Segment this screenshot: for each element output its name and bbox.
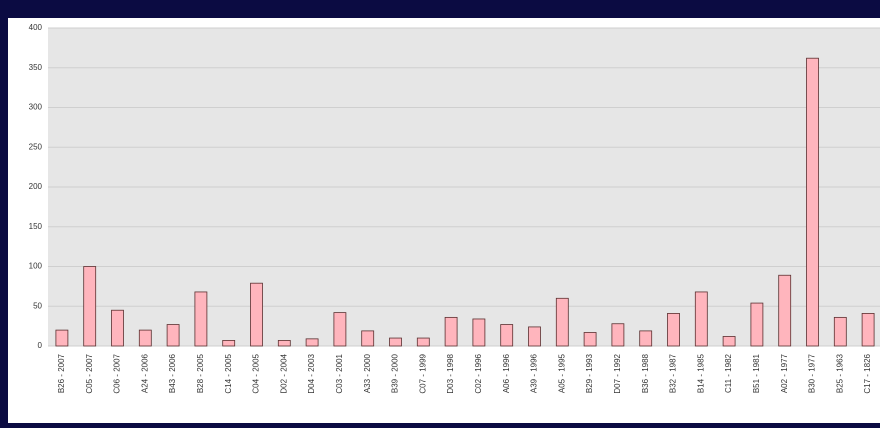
bar — [194, 291, 208, 347]
bar — [333, 312, 347, 347]
bar — [833, 316, 847, 347]
bar — [639, 330, 653, 347]
bar — [138, 329, 152, 347]
bar — [500, 324, 514, 347]
y-tick-label: 400 — [29, 23, 43, 32]
y-tick-label: 200 — [29, 182, 43, 191]
x-tick-label: C03 - 2001 — [335, 353, 344, 393]
bar — [83, 266, 97, 347]
bar — [389, 337, 402, 347]
x-tick-label: C05 - 2007 — [85, 353, 94, 393]
x-tick-label: B28 - 2005 — [196, 353, 205, 393]
y-tick-label: 250 — [29, 142, 43, 151]
x-tick-label: B29 - 1993 — [585, 353, 594, 393]
x-tick-label: A02 - 1977 — [780, 353, 789, 393]
bar — [667, 313, 680, 347]
x-tick-label: A33 - 2000 — [363, 353, 372, 393]
x-tick-label: B51 - 1981 — [752, 353, 761, 393]
bar — [778, 274, 792, 347]
y-tick-label: 300 — [29, 103, 43, 112]
x-tick-label: C14 - 2005 — [224, 353, 233, 393]
bar — [305, 338, 319, 347]
x-tick-label: B25 - 1963 — [835, 353, 844, 393]
x-tick-label: B36 - 1988 — [641, 353, 650, 393]
x-tick-label: D02 - 2004 — [279, 353, 288, 393]
y-tick-label: 0 — [38, 341, 43, 350]
bar — [694, 291, 708, 347]
x-tick-label: B14 - 1985 — [696, 353, 705, 393]
bar — [166, 324, 180, 347]
x-tick-label: D03 - 1998 — [446, 353, 455, 393]
bar — [806, 57, 819, 347]
x-tick-label: C11 - 1982 — [724, 353, 733, 393]
x-tick-label: D07 - 1992 — [613, 353, 622, 393]
y-tick-label: 100 — [29, 262, 43, 271]
x-tick-label: C17 - 1826 — [863, 353, 872, 393]
x-tick-label: C02 - 1996 — [474, 353, 483, 393]
bar — [277, 340, 291, 347]
y-tick-label: 350 — [29, 63, 43, 72]
x-tick-label: A06 - 1996 — [502, 353, 511, 393]
bar — [861, 313, 875, 347]
x-tick-label: C04 - 2005 — [252, 353, 261, 393]
bar — [722, 336, 736, 347]
bar — [55, 329, 69, 347]
y-tick-label: 50 — [33, 301, 42, 310]
bar — [555, 297, 569, 347]
bar — [472, 318, 486, 347]
x-tick-label: C06 - 2007 — [113, 353, 122, 393]
x-tick-label: A05 - 1995 — [557, 353, 566, 393]
bar — [444, 316, 458, 347]
x-tick-label: A39 - 1996 — [530, 353, 539, 393]
bar — [111, 309, 124, 347]
x-tick-label: B32 - 1987 — [669, 353, 678, 393]
x-tick-label: B30 - 1977 — [808, 353, 817, 393]
bar — [361, 330, 375, 347]
bar — [611, 323, 625, 347]
x-tick-label: B26 - 2007 — [57, 353, 66, 393]
x-tick-label: B39 - 2000 — [391, 353, 400, 393]
bar — [222, 340, 236, 347]
bar — [416, 337, 430, 347]
bar — [750, 302, 764, 347]
x-tick-label: A24 - 2006 — [140, 353, 149, 393]
bar — [583, 332, 597, 347]
x-tick-label: D04 - 2003 — [307, 353, 316, 393]
y-tick-label: 150 — [29, 222, 43, 231]
x-tick-label: C07 - 1999 — [418, 353, 427, 393]
bar — [528, 326, 541, 347]
x-tick-label: B43 - 2006 — [168, 353, 177, 393]
bar — [250, 282, 263, 347]
